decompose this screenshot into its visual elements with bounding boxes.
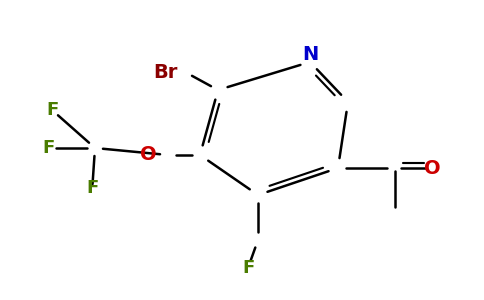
Text: O: O <box>140 146 156 164</box>
Text: O: O <box>424 158 440 178</box>
Text: F: F <box>42 139 54 157</box>
Text: N: N <box>302 46 318 64</box>
Text: Br: Br <box>153 62 177 82</box>
Text: F: F <box>86 179 98 197</box>
Text: F: F <box>46 101 58 119</box>
Text: F: F <box>242 259 254 277</box>
